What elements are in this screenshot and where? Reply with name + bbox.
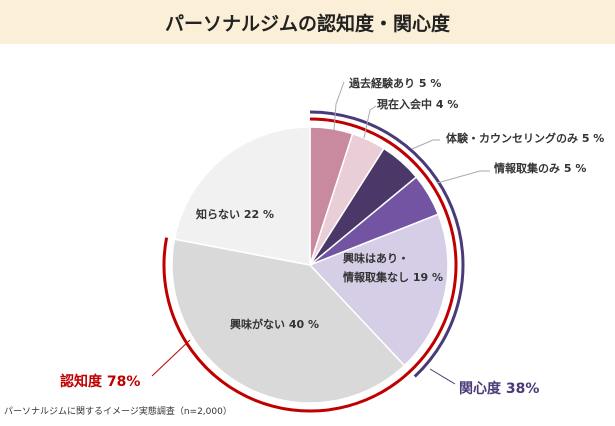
label-unaware: 知らない 22 % bbox=[195, 207, 274, 221]
pie-slice-4 bbox=[308, 213, 449, 367]
leader-line bbox=[429, 368, 456, 385]
leader-line bbox=[151, 339, 191, 377]
label-interested-1: 興味はあり・ bbox=[343, 251, 409, 265]
source-note: パーソナルジムに関するイメージ実態調査（n=2,000） bbox=[4, 407, 232, 417]
leader-line bbox=[333, 81, 345, 131]
bracket-arc-1 bbox=[310, 110, 465, 378]
title-bar: パーソナルジムの認知度・関心度 bbox=[0, 0, 615, 44]
interest-label: 関心度 38% bbox=[459, 380, 539, 397]
awareness-label: 認知度 78% bbox=[60, 373, 140, 390]
bracket-arc-0 bbox=[162, 117, 458, 413]
label-interested-2: 情報取集なし 19 % bbox=[343, 270, 443, 284]
label-info-only: 情報取集のみ 5 % bbox=[494, 161, 586, 175]
label-current-member: 現在入会中 4 % bbox=[377, 97, 458, 111]
chart-title: パーソナルジムの認知度・関心度 bbox=[164, 12, 450, 35]
pie-slice-6 bbox=[173, 126, 311, 266]
label-past-experience: 過去経験あり 5 % bbox=[348, 76, 441, 90]
leader-line bbox=[411, 139, 440, 150]
leader-line bbox=[436, 170, 490, 184]
label-not-interested: 興味がない 40 % bbox=[230, 317, 319, 331]
pie-slice-5 bbox=[171, 238, 406, 404]
label-trial-only: 体験・カウンセリングのみ 5 % bbox=[446, 131, 604, 145]
leader-line bbox=[363, 105, 377, 139]
